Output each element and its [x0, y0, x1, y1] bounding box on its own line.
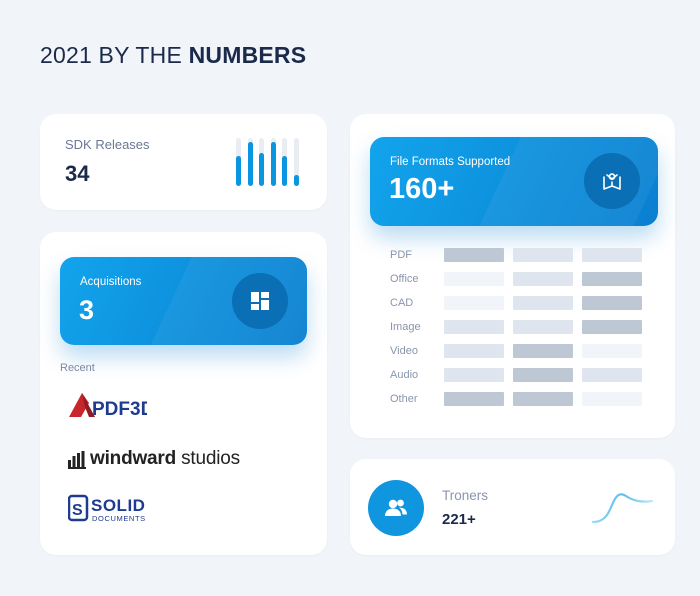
format-cell — [444, 392, 504, 406]
format-cell — [513, 368, 573, 382]
format-cell — [444, 320, 504, 334]
format-cell — [582, 368, 642, 382]
acquisitions-card: Acquisitions 3 Recent PDF3D windwa — [40, 232, 327, 555]
sdk-releases-bar-chart — [236, 138, 306, 186]
format-cell — [513, 344, 573, 358]
format-name: Office — [390, 273, 419, 285]
sdk-bar-fill — [293, 175, 299, 186]
sdk-bar-fill — [282, 156, 287, 186]
page-title: 2021 BY THE NUMBERS — [40, 42, 306, 69]
format-name: Image — [390, 321, 421, 333]
users-icon — [368, 480, 424, 536]
sdk-releases-card: SDK Releases 34 — [40, 114, 327, 210]
format-cell — [582, 296, 642, 310]
pdf3d-logo: PDF3D — [67, 389, 154, 425]
sdk-bar-5 — [282, 138, 287, 186]
file-formats-banner: File Formats Supported 160+ — [370, 137, 658, 226]
acquisitions-banner: Acquisitions 3 — [60, 257, 307, 345]
format-name: PDF — [390, 249, 412, 261]
format-cell — [444, 272, 504, 286]
book-icon — [584, 153, 640, 209]
sdk-releases-value: 34 — [65, 161, 90, 186]
format-cell — [513, 248, 573, 262]
grid-icon — [232, 273, 288, 329]
sdk-bar-6 — [293, 138, 299, 186]
troners-label: Troners — [442, 488, 489, 503]
format-cell — [444, 344, 504, 358]
format-cell — [513, 320, 573, 334]
sdk-releases-label: SDK Releases — [65, 137, 150, 152]
svg-text:S: S — [72, 502, 83, 519]
sdk-bar-fill — [270, 142, 276, 186]
pdf3d-logo-text: PDF3D — [92, 399, 147, 420]
acquisitions-label: Acquisitions — [80, 276, 142, 288]
solid-documents-logo: S SOLID DOCUMENTS — [67, 494, 168, 524]
file-formats-value: 160+ — [389, 173, 455, 205]
format-cell — [582, 248, 642, 262]
format-cell — [582, 320, 642, 334]
format-name: CAD — [390, 297, 414, 309]
format-cell — [582, 344, 642, 358]
windward-logo-text: windward studios — [90, 448, 240, 470]
format-name: Video — [390, 345, 418, 357]
file-formats-label: File Formats Supported — [390, 156, 511, 168]
format-cell — [513, 296, 573, 310]
sdk-bar-1 — [236, 138, 241, 186]
acquisitions-value: 3 — [79, 295, 95, 325]
format-cell — [513, 392, 573, 406]
page-title-bold: NUMBERS — [188, 42, 307, 68]
troners-card: Troners 221+ — [350, 459, 675, 555]
format-cell — [582, 272, 642, 286]
troners-value: 221+ — [442, 511, 476, 528]
sdk-bar-fill — [259, 153, 264, 186]
format-cell — [444, 368, 504, 382]
windward-logo-bold: windward — [90, 448, 177, 469]
page-title-prefix: 2021 BY THE — [40, 42, 189, 68]
format-name: Other — [390, 393, 418, 405]
sdk-bar-fill — [236, 156, 241, 186]
recent-label: Recent — [60, 362, 95, 374]
sdk-bar-3 — [259, 138, 264, 186]
format-cell — [582, 392, 642, 406]
windward-bars-icon — [68, 451, 86, 469]
windward-logo: windward studios — [68, 447, 248, 473]
solid-logo-text: SOLID — [91, 496, 145, 515]
sdk-bar-fill — [247, 142, 253, 186]
format-cell — [444, 248, 504, 262]
format-cell — [513, 272, 573, 286]
format-name: Audio — [390, 369, 419, 381]
file-formats-card: File Formats Supported 160+ PDF Office CAD… — [350, 114, 675, 438]
sdk-bar-2 — [247, 138, 253, 186]
sdk-bar-4 — [270, 138, 276, 186]
troners-sparkline — [591, 493, 654, 524]
solid-logo-subtext: DOCUMENTS — [92, 514, 146, 523]
format-cell — [444, 296, 504, 310]
windward-logo-suffix: studios — [176, 448, 240, 469]
